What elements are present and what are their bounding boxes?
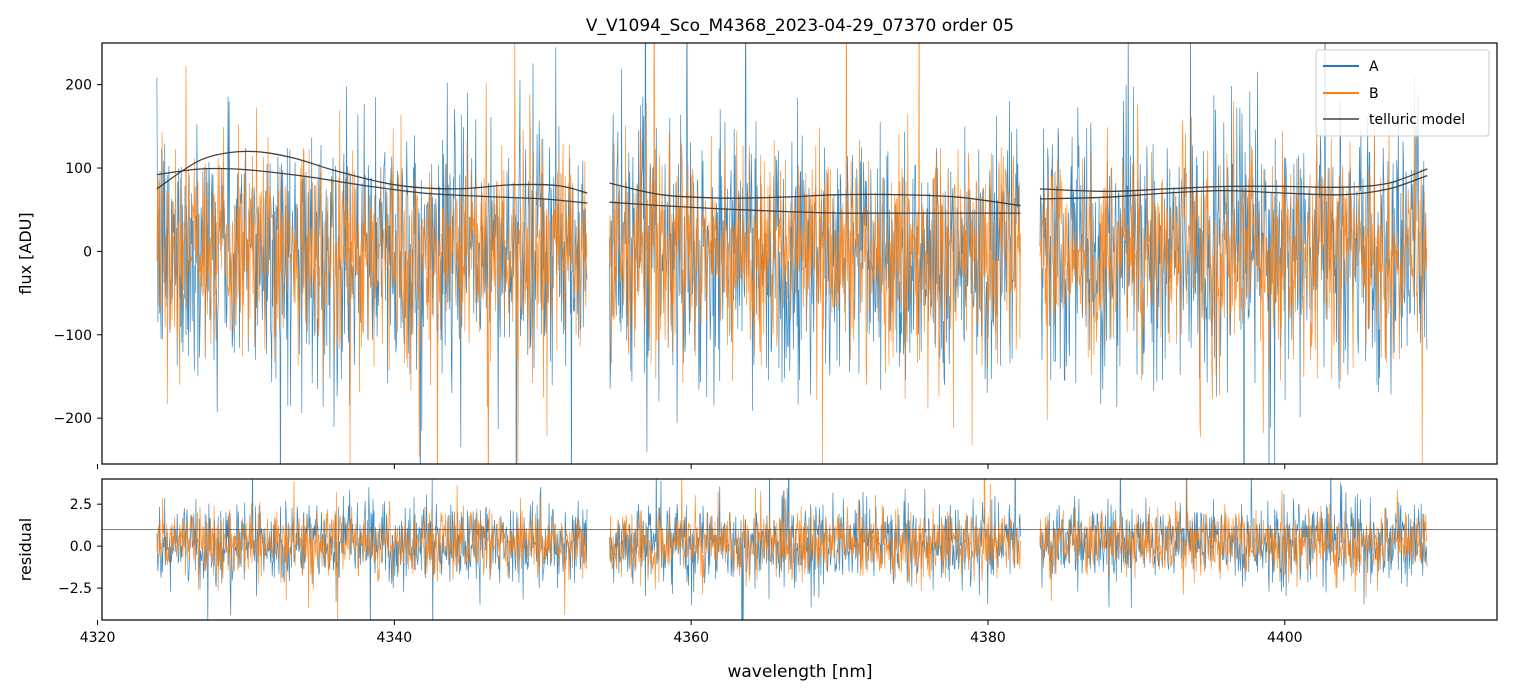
residual-plot-area — [102, 479, 1497, 620]
flux-y-tick-label: 100 — [65, 161, 92, 177]
residual-y-tick-label: 0.0 — [70, 539, 92, 555]
legend-label-telluric: telluric model — [1369, 112, 1465, 128]
residual-y-tick-label: −2.5 — [58, 581, 92, 597]
legend-label-B: B — [1369, 86, 1379, 102]
telluric-model-curves — [156, 150, 1428, 214]
residual-trace-B-segment-2 — [609, 479, 1021, 595]
flux-axes-frame — [101, 42, 1498, 465]
x-tick-label: 4320 — [80, 630, 116, 646]
x-tick-label: 4360 — [673, 630, 709, 646]
telluric-curve-2 — [156, 167, 588, 204]
residual-y-ticks: 2.5 0.0 −2.5 — [58, 497, 102, 597]
legend-label-A: A — [1369, 59, 1379, 75]
flux-trace-B-segment-3 — [1039, 75, 1428, 464]
flux-y-tick-label: 200 — [65, 78, 92, 94]
flux-trace-B-segment-2 — [609, 43, 1021, 464]
residual-y-label: residual — [16, 518, 35, 581]
legend: A B telluric model — [1315, 49, 1490, 137]
series-B-residual — [156, 479, 1428, 620]
residual-trace-B-segment-1 — [156, 480, 588, 620]
telluric-curve-1 — [156, 150, 588, 194]
residual-trace-B-segment-3 — [1039, 479, 1428, 601]
telluric-curve-3 — [609, 182, 1021, 207]
chart-title: V_V1094_Sco_M4368_2023-04-29_07370 order… — [586, 16, 1014, 36]
residual-panel: 2.5 0.0 −2.5 4320 4340 4360 4380 4400 residual… — [16, 478, 1498, 682]
flux-y-tick-label: 0 — [83, 244, 92, 260]
telluric-curve-6 — [1039, 174, 1428, 200]
telluric-curve-5 — [1039, 168, 1428, 193]
x-tick-label: 4400 — [1267, 630, 1303, 646]
flux-plot-area — [156, 43, 1428, 464]
flux-trace-B-segment-1 — [156, 43, 588, 464]
series-A-flux — [156, 43, 1428, 464]
flux-y-tick-label: −200 — [54, 411, 92, 427]
x-axis-label: wavelength [nm] — [727, 662, 872, 682]
flux-y-label: flux [ADU] — [16, 212, 35, 294]
residual-axes-frame — [101, 478, 1498, 621]
flux-y-ticks: 200 100 0 −100 −200 — [54, 78, 102, 427]
residual-x-ticks: 4320 4340 4360 4380 4400 — [80, 620, 1303, 646]
flux-panel: 200 100 0 −100 −200 flux [ADU] A B telluric … — [16, 42, 1498, 469]
x-tick-label: 4380 — [970, 630, 1006, 646]
x-tick-label: 4340 — [377, 630, 413, 646]
telluric-curve-4 — [609, 201, 1021, 214]
flux-x-ticks — [97, 464, 1286, 469]
series-B-flux — [156, 43, 1428, 464]
flux-y-tick-label: −100 — [54, 328, 92, 344]
residual-y-tick-label: 2.5 — [70, 497, 92, 513]
legend-box — [1315, 49, 1490, 137]
residual-trace-A-segment-1 — [156, 479, 588, 620]
